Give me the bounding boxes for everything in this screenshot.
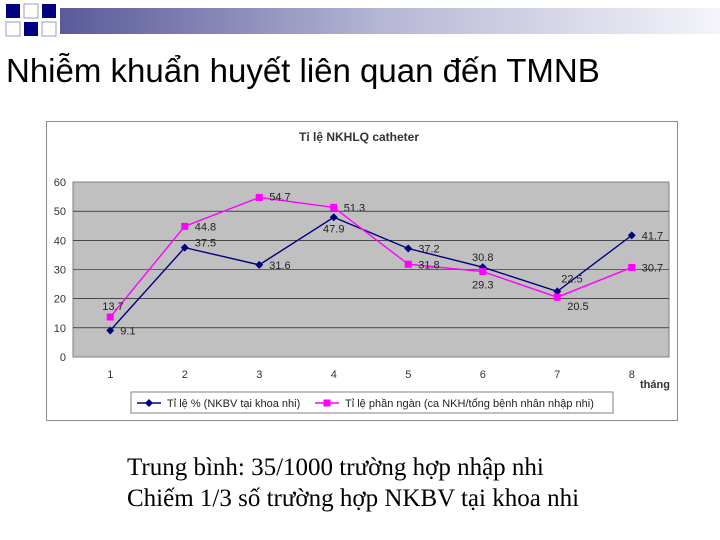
- legend-box: [130, 391, 614, 414]
- legend: Tỉ lệ % (NKBV tại khoa nhi) Tỉ lệ phần ng…: [130, 391, 614, 414]
- decor-square: [5, 21, 21, 37]
- data-label: 30.7: [642, 262, 663, 274]
- decorative-header-pattern: [5, 3, 720, 37]
- data-point: [181, 222, 189, 230]
- decor-gradient-bar: [60, 8, 720, 34]
- x-tick-label: 7: [554, 369, 560, 381]
- data-point: [479, 268, 487, 276]
- data-label: 31.6: [269, 260, 290, 272]
- legend-marker: [145, 399, 153, 407]
- chart-frame: Tỉ lệ NKHLQ catheter 0 10 20 30 40 50 60 1 2 3 4 5…: [46, 121, 678, 421]
- decor-square: [42, 4, 56, 18]
- note-line: Trung bình: 35/1000 trường hợp nhập nhi: [127, 454, 544, 481]
- data-point: [255, 260, 264, 269]
- legend-marker: [323, 399, 331, 407]
- y-axis-ticks: 0 10 20 30 40 50 60: [54, 177, 66, 364]
- data-label: 20.5: [567, 301, 588, 313]
- series-line: [109, 216, 633, 331]
- x-tick-label: 5: [405, 369, 411, 381]
- data-point: [404, 244, 413, 253]
- line-chart: Tỉ lệ NKHLQ catheter 0 10 20 30 40 50 60 1 2 3 4 5…: [54, 130, 670, 414]
- slide-notes: Trung bình: 35/1000 trường hợp nhập nhi …: [127, 452, 579, 514]
- y-tick-label: 50: [54, 206, 66, 218]
- data-label: 37.2: [418, 244, 439, 256]
- x-tick-label: 8: [629, 369, 635, 381]
- data-point: [330, 203, 338, 211]
- chart-title: Tỉ lệ NKHLQ catheter: [299, 130, 419, 144]
- decor-square: [41, 21, 57, 37]
- grid-lines: [73, 210, 669, 329]
- y-tick-label: 40: [54, 235, 66, 247]
- data-label: 13.7: [102, 301, 123, 313]
- x-tick-label: 6: [480, 369, 486, 381]
- data-label: 22.5: [561, 273, 582, 285]
- data-point: [478, 263, 487, 272]
- data-label: 37.5: [195, 238, 216, 250]
- data-label: 47.9: [323, 223, 344, 235]
- series-line: [109, 196, 633, 318]
- x-tick-label: 3: [256, 369, 262, 381]
- data-labels: 9.1 37.5 31.6 47.9 37.2 30.8 22.5 41.7 13.7 44.8 5…: [102, 191, 663, 337]
- y-tick-label: 30: [54, 265, 66, 277]
- data-point: [628, 263, 636, 271]
- decor-square: [23, 3, 39, 19]
- x-tick-label: 4: [331, 369, 337, 381]
- x-tick-label: 2: [182, 369, 188, 381]
- data-point: [329, 213, 338, 222]
- data-point: [106, 313, 114, 321]
- decor-square: [24, 22, 38, 36]
- x-axis-ticks: 1 2 3 4 5 6 7 8: [107, 369, 635, 381]
- data-point: [106, 326, 115, 335]
- data-label: 51.3: [344, 202, 365, 214]
- data-label: 41.7: [642, 230, 663, 242]
- data-point: [553, 293, 561, 301]
- legend-label: Tỉ lệ % (NKBV tại khoa nhi): [167, 398, 300, 410]
- data-point: [180, 243, 189, 252]
- slide-title: Nhiễm khuẩn huyết liên quan đến TMNB: [6, 52, 600, 89]
- data-label: 44.8: [195, 221, 216, 233]
- data-point: [627, 231, 636, 240]
- y-tick-label: 10: [54, 323, 66, 335]
- series-layer: [106, 193, 636, 335]
- data-point: [404, 260, 412, 268]
- data-label: 54.7: [269, 191, 290, 203]
- note-line: Chiếm 1/3 số trường hợp NKBV tại khoa nh…: [127, 485, 580, 512]
- x-axis-title: tháng: [640, 379, 670, 391]
- data-label: 31.8: [418, 259, 439, 271]
- y-tick-label: 0: [60, 352, 66, 364]
- data-label: 29.3: [472, 280, 493, 292]
- decor-square: [6, 4, 20, 18]
- data-point: [553, 287, 562, 296]
- y-tick-label: 60: [54, 177, 66, 189]
- legend-label: Tỉ lệ phần ngàn (ca NKH/tổng bệnh nhân n…: [345, 398, 594, 410]
- data-label: 30.8: [472, 252, 493, 264]
- data-point: [255, 193, 263, 201]
- y-tick-label: 20: [54, 294, 66, 306]
- x-tick-label: 1: [107, 369, 113, 381]
- data-label: 9.1: [120, 325, 135, 337]
